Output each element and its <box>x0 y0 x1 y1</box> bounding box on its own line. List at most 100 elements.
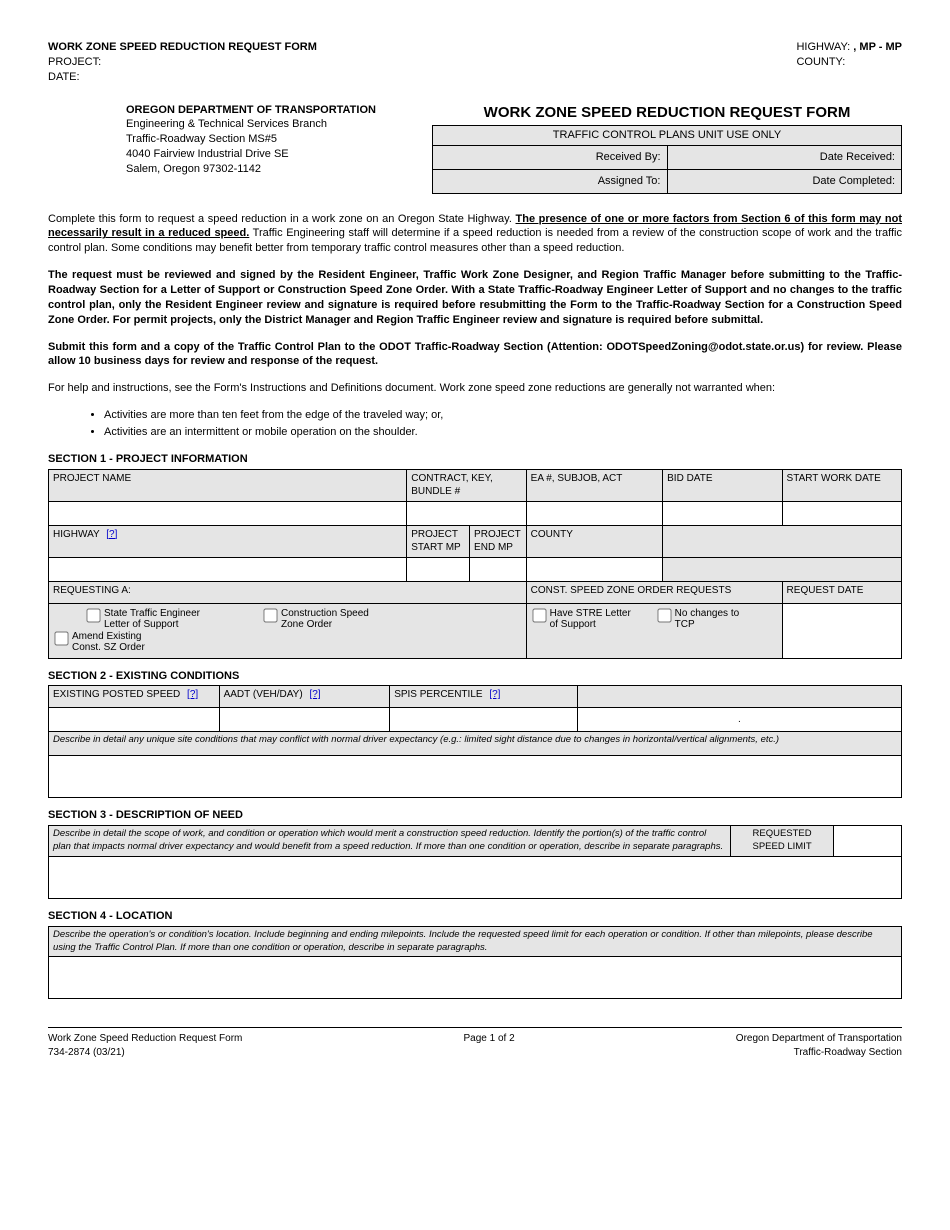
unit-date-received[interactable]: Date Received: <box>667 145 902 169</box>
s1-biddate-input[interactable] <box>663 501 782 525</box>
footer-mid: Page 1 of 2 <box>464 1032 515 1059</box>
dept-row: OREGON DEPARTMENT OF TRANSPORTATION Engi… <box>48 103 902 194</box>
s2-spis-label: SPIS PERCENTILE <box>394 689 482 700</box>
s3-desc-input[interactable] <box>49 856 902 898</box>
s1-blank-h <box>663 525 902 557</box>
footer-right2: Traffic-Roadway Section <box>736 1046 902 1060</box>
s1-blank-cell <box>663 557 902 581</box>
form-title: WORK ZONE SPEED REDUCTION REQUEST FORM <box>432 103 902 123</box>
s2-speed-h: EXISTING POSTED SPEED [?] <box>49 686 220 708</box>
unit-date-completed[interactable]: Date Completed: <box>667 169 902 193</box>
header-project-label: PROJECT: <box>48 55 317 70</box>
intro-p4: For help and instructions, see the Form'… <box>48 381 902 396</box>
s2-aadt-input[interactable] <box>219 708 390 732</box>
s2-desc-input[interactable] <box>49 756 902 798</box>
s1-reqdate-input[interactable] <box>782 603 901 658</box>
cb-ste-letter-label: State Traffic Engineer Letter of Support <box>104 608 214 631</box>
header-highway-line: HIGHWAY: , MP - MP <box>796 40 902 55</box>
header-left: WORK ZONE SPEED REDUCTION REQUEST FORM P… <box>48 40 317 85</box>
intro-p1: Complete this form to request a speed re… <box>48 212 902 257</box>
s2-aadt-label: AADT (VEH/DAY) <box>224 689 303 700</box>
unit-use-table: TRAFFIC CONTROL PLANS UNIT USE ONLY Rece… <box>432 125 902 194</box>
s1-highway-input[interactable] <box>49 557 407 581</box>
section1-heading: SECTION 1 - PROJECT INFORMATION <box>48 452 902 467</box>
footer-left1: Work Zone Speed Reduction Request Form <box>48 1032 242 1046</box>
dept-name: OREGON DEPARTMENT OF TRANSPORTATION <box>126 103 376 118</box>
s1-startmp-input[interactable] <box>407 557 470 581</box>
s1-startwork-input[interactable] <box>782 501 901 525</box>
s1-contract-h: CONTRACT, KEY, BUNDLE # <box>407 469 526 501</box>
form-title-block: WORK ZONE SPEED REDUCTION REQUEST FORM T… <box>432 103 902 194</box>
s1-project-name-input[interactable] <box>49 501 407 525</box>
cb-amend-label: Amend Existing Const. SZ Order <box>72 631 162 654</box>
cb-const-order[interactable] <box>263 608 277 622</box>
s2-speed-label: EXISTING POSTED SPEED <box>53 689 180 700</box>
s1-startmp-h: PROJECT START MP <box>407 525 470 557</box>
s2-blank-h <box>577 686 901 708</box>
s1-ea-h: EA #, SUBJOB, ACT <box>526 469 662 501</box>
header-highway-value: , MP - MP <box>853 41 902 53</box>
s1-endmp-input[interactable] <box>470 557 527 581</box>
intro-p3: Submit this form and a copy of the Traff… <box>48 340 902 370</box>
s1-requesting-cbs: State Traffic Engineer Letter of Support… <box>49 603 527 658</box>
intro-p1a: Complete this form to request a speed re… <box>48 213 516 225</box>
section4-heading: SECTION 4 - LOCATION <box>48 909 902 924</box>
s1-highway-help[interactable]: [?] <box>102 529 117 540</box>
cb-no-tcp[interactable] <box>657 608 671 622</box>
s1-endmp-h: PROJECT END MP <box>470 525 527 557</box>
header-title: WORK ZONE SPEED REDUCTION REQUEST FORM <box>48 40 317 55</box>
intro-bullets: Activities are more than ten feet from t… <box>104 408 902 440</box>
s1-constreq-cbs: Have STRE Letter of Support No changes t… <box>526 603 782 658</box>
s1-county-input[interactable] <box>526 557 662 581</box>
page-header: WORK ZONE SPEED REDUCTION REQUEST FORM P… <box>48 40 902 85</box>
s1-highway-label: HIGHWAY <box>53 529 99 540</box>
dept-address: OREGON DEPARTMENT OF TRANSPORTATION Engi… <box>126 103 376 177</box>
s1-contract-input[interactable] <box>407 501 526 525</box>
footer-right: Oregon Department of Transportation Traf… <box>736 1032 902 1059</box>
s1-project-name-h: PROJECT NAME <box>49 469 407 501</box>
s2-speed-help[interactable]: [?] <box>183 689 198 700</box>
header-right: HIGHWAY: , MP - MP COUNTY: <box>796 40 902 85</box>
section3-heading: SECTION 3 - DESCRIPTION OF NEED <box>48 808 902 823</box>
s3-requested-h: REQUESTED SPEED LIMIT <box>731 826 833 857</box>
intro-bullet-1: Activities are more than ten feet from t… <box>104 408 902 423</box>
s2-blank-input[interactable]: . <box>577 708 901 732</box>
s3-desc: Describe in detail the scope of work, an… <box>49 826 731 857</box>
dept-line2: Traffic-Roadway Section MS#5 <box>126 132 376 147</box>
s1-county-h: COUNTY <box>526 525 662 557</box>
s2-spis-help[interactable]: [?] <box>485 689 500 700</box>
cb-amend[interactable] <box>54 631 68 645</box>
footer-left: Work Zone Speed Reduction Request Form 7… <box>48 1032 242 1059</box>
cb-have-stre[interactable] <box>532 608 546 622</box>
intro-bullet-2: Activities are an intermittent or mobile… <box>104 425 902 440</box>
s4-desc: Describe the operation's or condition's … <box>49 926 902 957</box>
unit-assigned-to[interactable]: Assigned To: <box>433 169 668 193</box>
cb-no-tcp-label: No changes to TCP <box>675 608 755 631</box>
s2-desc: Describe in detail any unique site condi… <box>49 732 902 756</box>
s2-spis-input[interactable] <box>390 708 578 732</box>
dept-line4: Salem, Oregon 97302-1142 <box>126 162 376 177</box>
s2-spis-h: SPIS PERCENTILE [?] <box>390 686 578 708</box>
s1-highway-h: HIGHWAY [?] <box>49 525 407 557</box>
s3-requested-input[interactable] <box>833 826 901 857</box>
section4-table: Describe the operation's or condition's … <box>48 926 902 1000</box>
footer-rule <box>48 1027 902 1028</box>
s1-ea-input[interactable] <box>526 501 662 525</box>
section3-table: Describe in detail the scope of work, an… <box>48 825 902 899</box>
cb-ste-letter[interactable] <box>86 608 100 622</box>
s2-aadt-h: AADT (VEH/DAY) [?] <box>219 686 390 708</box>
intro-p2: The request must be reviewed and signed … <box>48 268 902 327</box>
s2-aadt-help[interactable]: [?] <box>305 689 320 700</box>
unit-table-header: TRAFFIC CONTROL PLANS UNIT USE ONLY <box>433 125 902 145</box>
unit-received-by[interactable]: Received By: <box>433 145 668 169</box>
s4-desc-input[interactable] <box>49 957 902 999</box>
s1-startwork-h: START WORK DATE <box>782 469 901 501</box>
header-county-label: COUNTY: <box>796 55 902 70</box>
header-date-label: DATE: <box>48 70 317 85</box>
page-footer: Work Zone Speed Reduction Request Form 7… <box>48 1032 902 1059</box>
s1-reqdate-h: REQUEST DATE <box>782 581 901 603</box>
section2-heading: SECTION 2 - EXISTING CONDITIONS <box>48 669 902 684</box>
s2-speed-input[interactable] <box>49 708 220 732</box>
footer-left2: 734-2874 (03/21) <box>48 1046 242 1060</box>
cb-const-order-label: Construction Speed Zone Order <box>281 608 381 631</box>
